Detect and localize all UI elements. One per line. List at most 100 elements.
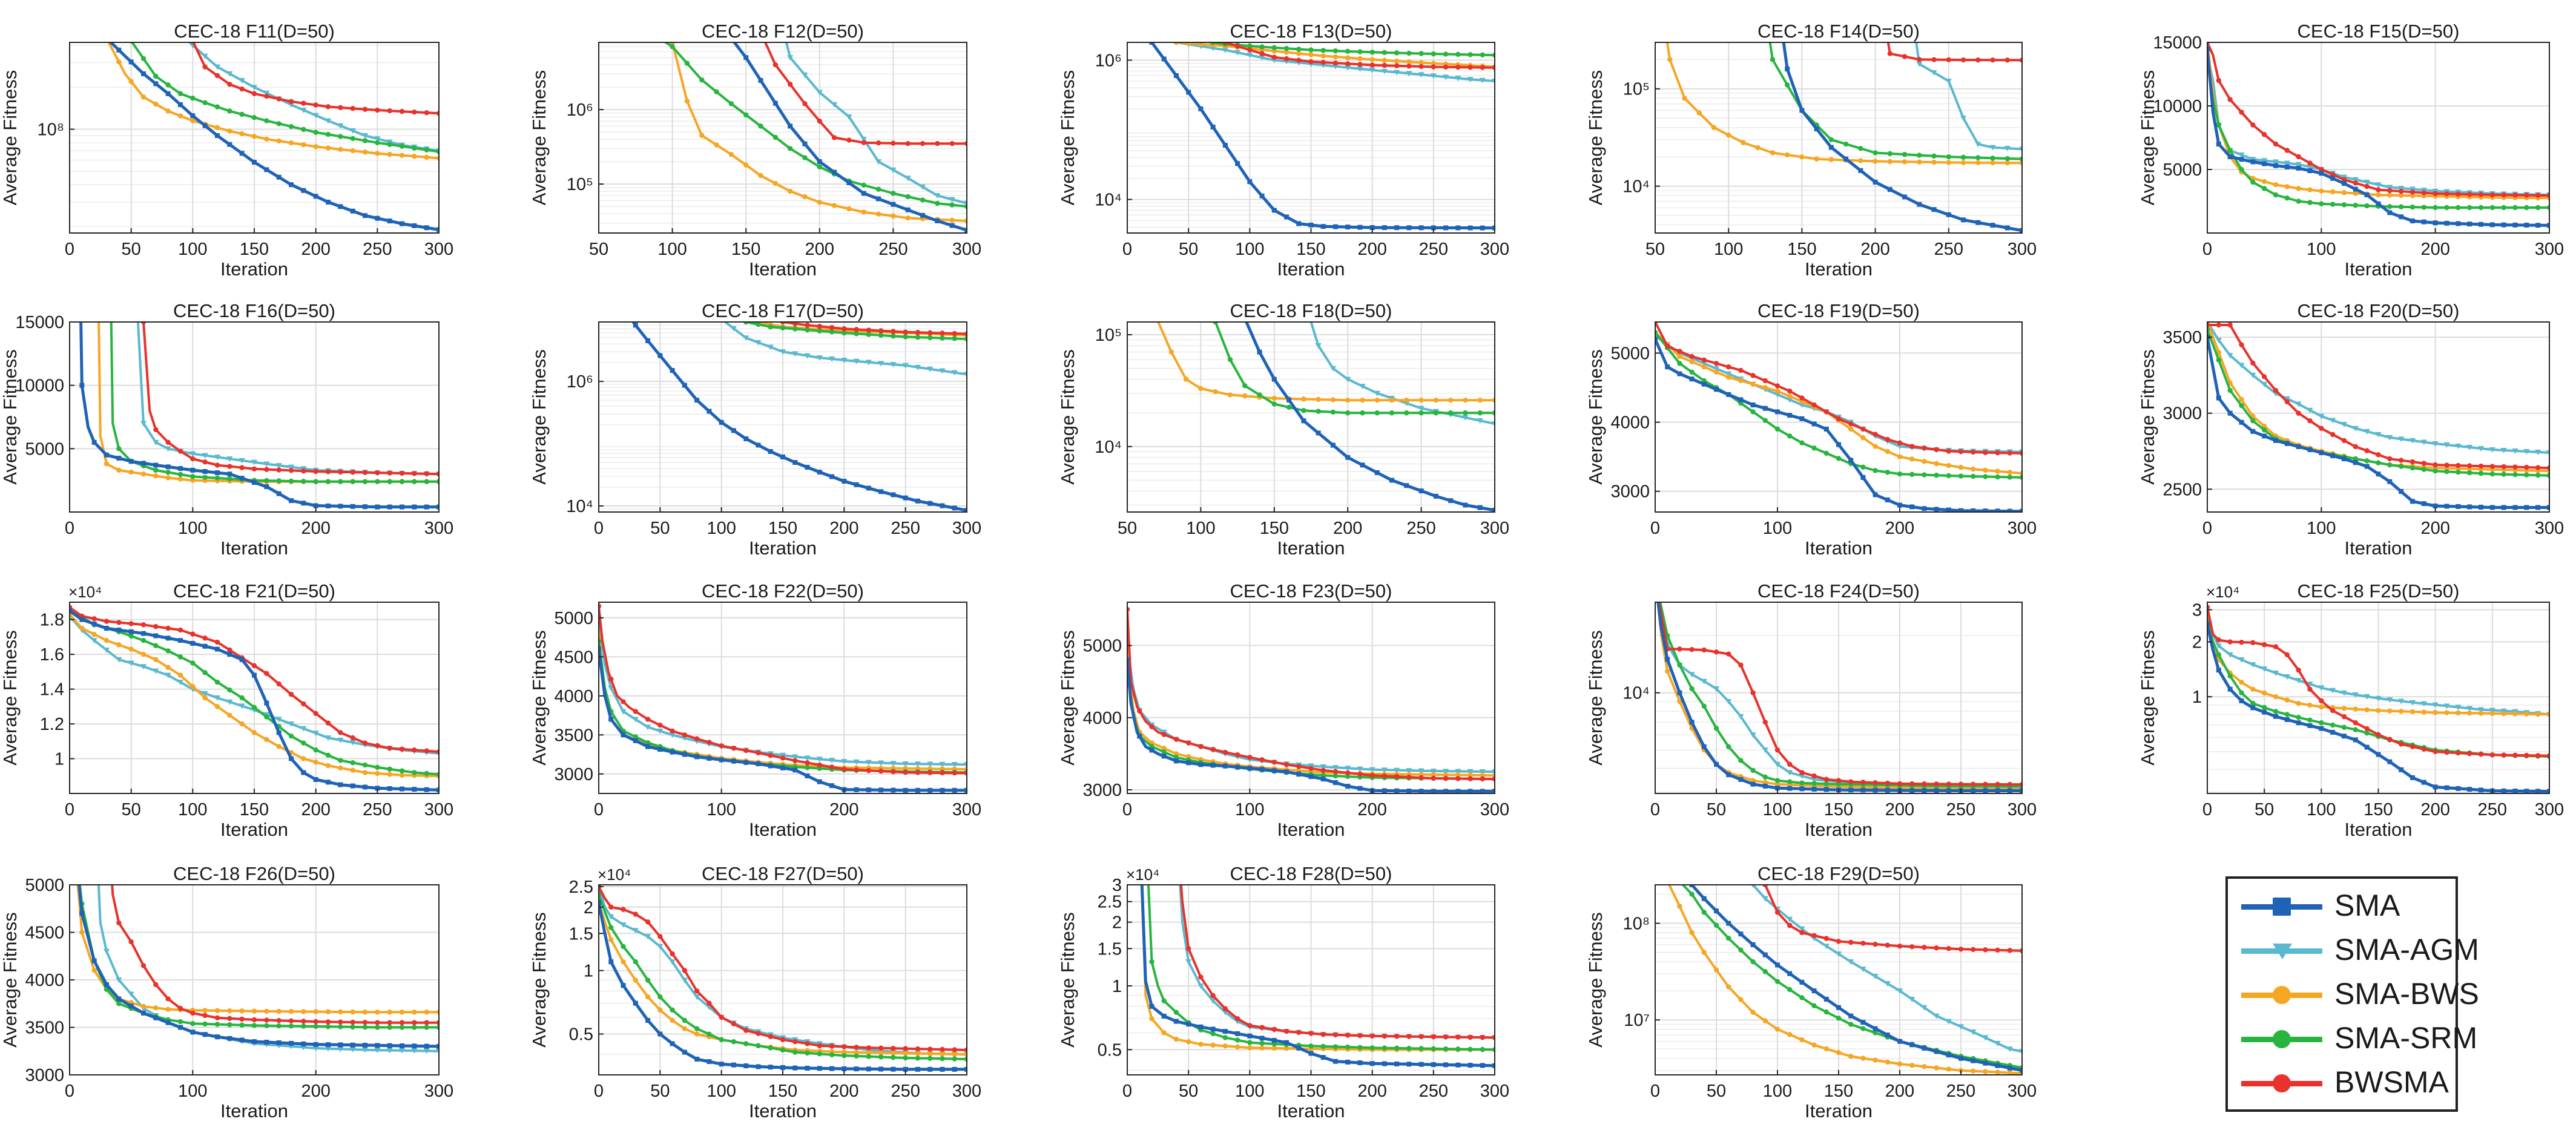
point-sma [670,1041,675,1046]
point-bwsma [1774,747,1780,753]
point-sma-bws [670,1017,675,1023]
series-group [599,603,967,793]
point-bwsma [153,624,159,629]
point-sma-bws [2535,711,2541,717]
point-sma-srm [1443,1046,1449,1052]
point-sma-srm [756,322,761,327]
point-sma-srm [905,194,911,200]
point-sma-bws [1389,397,1395,403]
point-sma [743,436,749,441]
point-sma-bws [276,1008,282,1014]
point-sma-srm [350,1024,355,1030]
point-sma [252,672,257,678]
point-sma-srm [2284,195,2290,201]
point-sma-agm [1836,951,1842,957]
point-sma-srm [2444,205,2449,211]
point-sma [964,1066,967,1072]
point-bwsma [1431,64,1437,70]
point-sma-srm [239,695,245,701]
point-sma [141,71,146,76]
point-sma [2410,499,2415,504]
point-sma [1455,789,1461,793]
point-sma [424,787,429,792]
y-tick-label: 3000 [1082,781,1122,800]
point-sma-bws [694,1031,700,1037]
point-sma [878,1066,884,1072]
point-bwsma [2501,192,2506,198]
point-sma [1946,1052,1951,1058]
point-bwsma [1418,775,1424,781]
point-sma-agm [1799,402,1805,409]
point-bwsma [657,722,663,728]
point-sma [731,428,736,433]
point-bwsma [2421,461,2427,466]
point-bwsma [891,140,896,146]
point-sma-srm [140,638,147,643]
point-sma-srm [1389,410,1395,416]
point-sma [903,787,908,793]
point-bwsma [251,663,257,669]
point-sma-bws [1433,397,1439,403]
point-sma-srm [387,479,392,484]
point-sma-agm [1479,769,1486,775]
point-sma-agm [878,760,884,766]
point-sma [1738,776,1744,782]
point-sma-agm [263,461,270,467]
point-sma-bws [79,930,85,935]
point-bwsma [1406,1034,1412,1039]
point-sma-bws [1701,950,1707,955]
point-bwsma [202,1013,208,1019]
point-sma [227,652,232,657]
point-sma-srm [2387,462,2393,468]
point-sma [1247,766,1253,771]
point-sma-srm [202,474,208,480]
point-sma-srm [2261,186,2267,191]
axes-box [1655,321,2023,513]
point-bwsma [2261,374,2267,379]
series-group [631,322,967,512]
point-sma-bws [1463,397,1468,403]
point-sma [2489,505,2495,510]
point-sma [2421,780,2426,785]
point-sma-agm [939,761,946,767]
point-sma-bws [2261,690,2267,696]
point-sma-bws [1330,397,1336,402]
x-axis-label: Iteration [1805,1100,1873,1121]
chart-title: CEC-18 F16(D=50) [173,300,335,321]
point-sma-bws [903,1051,908,1056]
point-bwsma [1247,755,1253,760]
point-bwsma [1480,776,1485,782]
chart-title: CEC-18 F19(D=50) [1757,300,1920,321]
point-sma-srm [2421,205,2427,210]
point-sma-bws [2007,1070,2012,1075]
point-sma [1983,788,1988,793]
x-tick-label: 50 [1179,1082,1198,1101]
legend-swatch-bwsma [2236,1064,2327,1100]
point-sma [1701,896,1707,901]
point-bwsma [436,1020,439,1025]
chart-title: CEC-18 F28(D=50) [1230,863,1392,884]
point-sma [915,787,920,793]
point-sma-bws [2250,686,2256,692]
point-bwsma [412,747,417,753]
point-bwsma [854,1045,859,1050]
point-bwsma [165,996,171,1002]
point-bwsma [1762,720,1768,725]
point-sma-agm [91,638,97,644]
point-sma-srm [1210,42,1216,45]
x-tick-label: 100 [1714,240,1743,259]
point-sma-agm [1185,959,1192,965]
y-tick-label: 10⁶ [567,372,593,392]
point-bwsma [2296,154,2301,160]
point-sma-bws [1995,468,2000,474]
point-bwsma [2364,726,2370,732]
point-sma [1958,508,1963,512]
point-bwsma [301,1019,306,1024]
point-sma [2399,767,2404,772]
point-sma [190,1029,196,1035]
point-bwsma [2433,749,2438,755]
point-bwsma [1811,773,1817,779]
point-sma-srm [1922,472,1927,478]
point-sma [1173,758,1179,764]
